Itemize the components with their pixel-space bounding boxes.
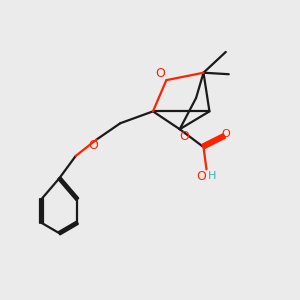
Text: O: O	[179, 130, 189, 143]
Text: O: O	[196, 170, 206, 183]
Text: O: O	[221, 129, 230, 139]
Text: H: H	[208, 171, 217, 181]
Text: O: O	[88, 139, 98, 152]
Text: O: O	[155, 67, 165, 80]
